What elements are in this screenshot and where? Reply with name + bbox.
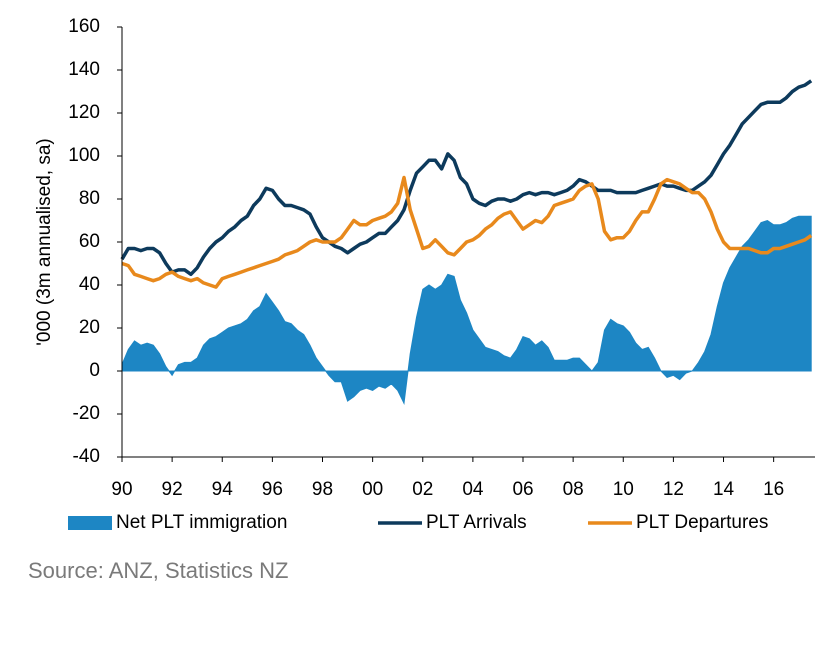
y-tick-label: 120 bbox=[68, 102, 100, 123]
y-tick-label: 100 bbox=[68, 145, 100, 166]
x-tick-label: 00 bbox=[362, 479, 383, 500]
x-tick-label: 90 bbox=[111, 479, 132, 500]
x-tick-label: 12 bbox=[663, 479, 684, 500]
y-tick-label: 80 bbox=[79, 188, 100, 209]
y-axis-label: '000 (3m annualised, sa) bbox=[34, 138, 55, 345]
y-tick-label: 60 bbox=[79, 231, 100, 252]
y-tick-label: 0 bbox=[89, 360, 100, 381]
x-tick-label: 94 bbox=[212, 479, 234, 500]
y-tick-label: 140 bbox=[68, 59, 100, 80]
y-tick-label: 40 bbox=[79, 274, 100, 295]
x-tick-label: 08 bbox=[563, 479, 584, 500]
y-tick-label: -40 bbox=[73, 446, 100, 467]
x-tick-label: 92 bbox=[162, 479, 183, 500]
y-tick-label: 160 bbox=[68, 16, 100, 37]
y-tick-label: 20 bbox=[79, 317, 100, 338]
line bbox=[120, 79, 813, 277]
x-tick-label: 14 bbox=[713, 479, 735, 500]
x-tick-label: 16 bbox=[763, 479, 784, 500]
y-tick-label: -20 bbox=[73, 403, 100, 424]
x-tick-label: 10 bbox=[613, 479, 634, 500]
legend-label: PLT Arrivals bbox=[426, 512, 527, 533]
legend-label: Net PLT immigration bbox=[116, 512, 287, 533]
x-tick-label: 96 bbox=[262, 479, 283, 500]
x-tick-label: 06 bbox=[512, 479, 533, 500]
line bbox=[121, 175, 813, 289]
area bbox=[121, 215, 812, 406]
legend-label: PLT Departures bbox=[636, 512, 768, 533]
legend-swatch bbox=[68, 516, 112, 530]
x-tick-label: 02 bbox=[412, 479, 433, 500]
x-tick-label: 04 bbox=[462, 479, 484, 500]
x-tick-label: 98 bbox=[312, 479, 333, 500]
source-note: Source: ANZ, Statistics NZ bbox=[28, 558, 288, 583]
